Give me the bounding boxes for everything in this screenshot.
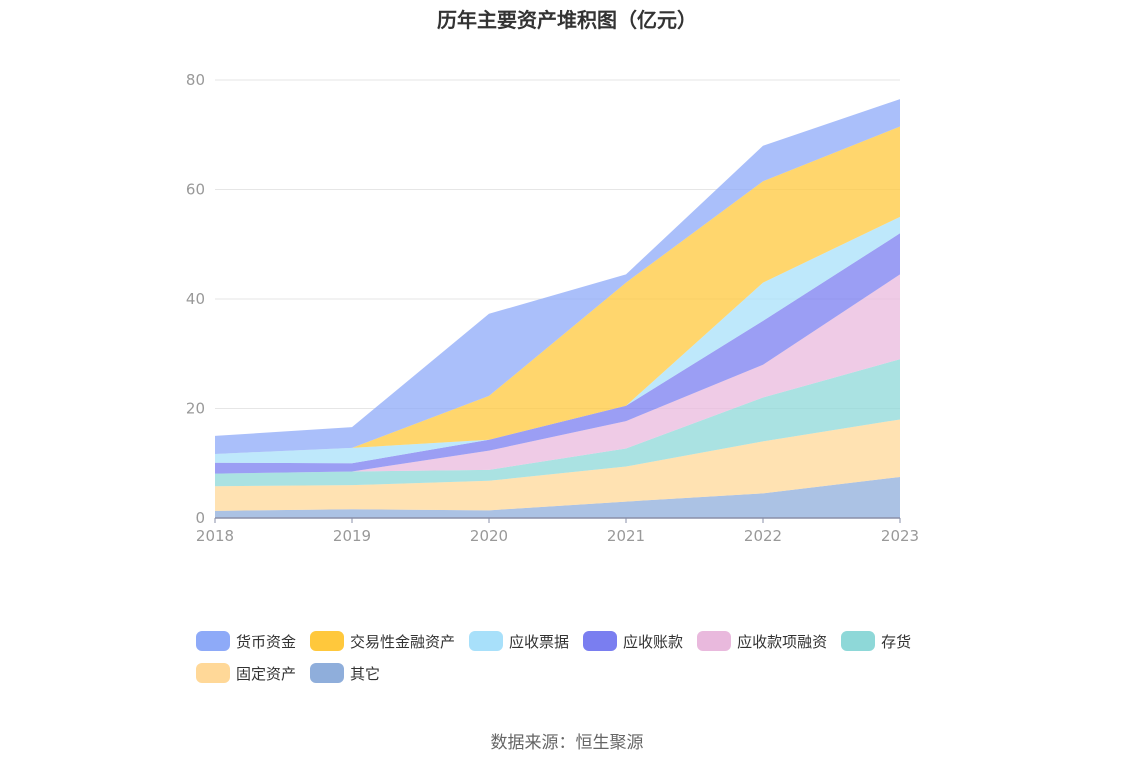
area-series (215, 99, 900, 518)
area-series-2[interactable] (215, 359, 900, 487)
area-series-0[interactable] (215, 476, 900, 518)
legend-swatch (583, 631, 618, 651)
legend-item[interactable]: 存货 (841, 630, 911, 652)
legend-label: 固定资产 (236, 664, 297, 683)
x-tick-label: 2020 (470, 527, 508, 545)
y-tick-label: 60 (186, 181, 205, 199)
legend-item[interactable]: 应收款项融资 (697, 630, 827, 652)
legend-swatch (841, 631, 876, 651)
legend-swatch (310, 663, 345, 683)
legend-swatch (469, 631, 504, 651)
x-tick-label: 2023 (881, 527, 919, 545)
legend-swatch (310, 631, 345, 651)
x-tick-label: 2019 (333, 527, 371, 545)
y-tick-label: 20 (186, 400, 205, 418)
axes: 0 20 40 60 80 2018 2019 2020 2021 2022 2023 (186, 71, 919, 545)
legend-item[interactable]: 应收票据 (469, 630, 569, 652)
legend-swatch (196, 663, 230, 683)
legend-item[interactable]: 固定资产 (196, 662, 296, 684)
legend-label: 货币资金 (236, 632, 297, 651)
data-source: 数据来源：恒生聚源 (490, 733, 644, 753)
area-series-4[interactable] (215, 233, 900, 474)
x-tick-label: 2022 (744, 527, 782, 545)
legend-label: 交易性金融资产 (350, 632, 456, 651)
stacked-area-chart: 0 20 40 60 80 2018 2019 2020 2021 2022 2023 (186, 71, 919, 545)
area-series-6[interactable] (215, 126, 900, 454)
legend-label: 应收款项融资 (737, 632, 828, 651)
y-tick-label: 80 (186, 71, 205, 89)
legend-item[interactable]: 应收账款 (583, 630, 683, 652)
legend-label: 其它 (350, 664, 381, 683)
legend-item[interactable]: 货币资金 (196, 630, 296, 652)
legend-item[interactable]: 其它 (310, 662, 380, 684)
legend-swatch (196, 631, 230, 651)
y-tick-label: 0 (195, 509, 205, 527)
y-tick-label: 40 (186, 290, 205, 308)
legend-item[interactable]: 交易性金融资产 (310, 630, 455, 652)
legend-swatch (697, 631, 732, 651)
area-series-7[interactable] (215, 99, 900, 454)
legend-label: 应收票据 (509, 632, 570, 651)
chart-title: 历年主要资产堆积图（亿元） (437, 8, 697, 32)
legend-label: 应收账款 (623, 632, 684, 651)
x-tick-label: 2018 (196, 527, 234, 545)
x-tick-label: 2021 (607, 527, 645, 545)
area-series-3[interactable] (215, 274, 900, 474)
legend-label: 存货 (881, 632, 912, 651)
area-series-1[interactable] (215, 419, 900, 511)
chart-legend: 货币资金 交易性金融资产 应收票据 应收账款 应收款项融资 存货固定资产 其它 (196, 630, 976, 684)
